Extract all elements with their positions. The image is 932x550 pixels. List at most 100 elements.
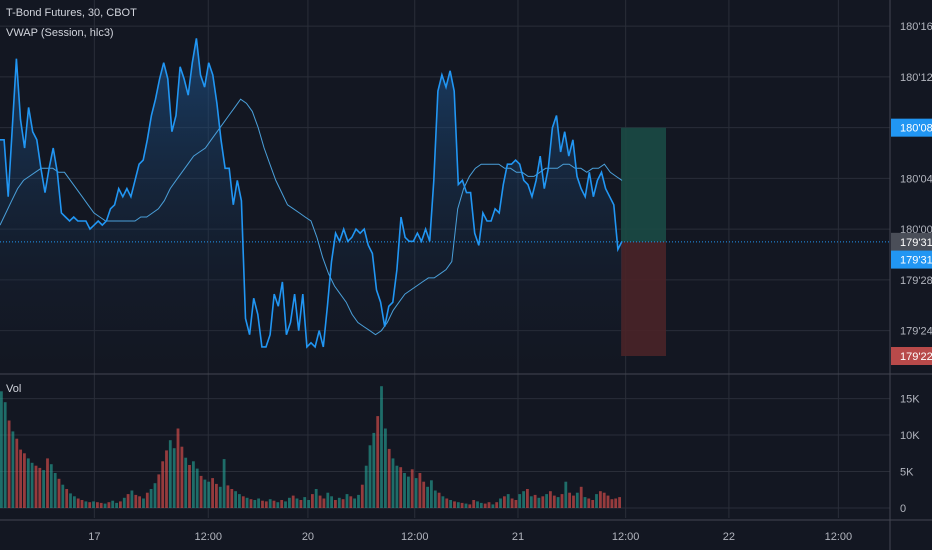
volume-bar-13 (49, 464, 53, 508)
volume-bar-17 (65, 489, 69, 508)
volume-bar-121 (464, 503, 468, 508)
volume-bar-62 (238, 494, 241, 508)
volume-bar-72 (276, 502, 280, 508)
volume-bar-129 (495, 502, 499, 508)
volume-bar-88 (337, 497, 341, 508)
volume-bar-153 (587, 498, 591, 508)
volume-bar-102 (391, 458, 395, 508)
volume-bar-47 (180, 446, 184, 508)
volume-bar-110 (422, 481, 426, 508)
volume-bar-112 (430, 480, 433, 508)
volume-bars (0, 386, 621, 508)
volume-bar-124 (476, 501, 479, 508)
volume-tick-2: 5K (900, 467, 914, 479)
volume-bar-23 (88, 502, 92, 508)
price-area-fill (0, 38, 622, 373)
volume-bar-144 (552, 495, 556, 508)
volume-bar-83 (318, 495, 322, 508)
volume-bar-44 (168, 440, 172, 508)
price-badge-bg-0 (891, 118, 932, 137)
symbol-title[interactable]: T-Bond Futures, 30, CBOT (6, 7, 137, 19)
volume-axis-ticks: 15K 10K 5K 0 (900, 394, 920, 515)
volume-bar-37 (142, 498, 145, 508)
price-badge-bg-1 (891, 232, 932, 251)
volume-pane-label[interactable]: Vol (6, 383, 22, 395)
volume-bar-105 (403, 473, 406, 508)
volume-bar-26 (99, 502, 103, 508)
stop-zone[interactable] (621, 241, 666, 356)
vwap-line (0, 98, 623, 336)
volume-bar-101 (387, 448, 391, 508)
price-badge-bg-3 (891, 347, 932, 365)
volume-bar-42 (161, 461, 165, 508)
target-zone[interactable] (621, 127, 666, 242)
volume-bar-104 (399, 467, 403, 508)
volume-bar-100 (384, 428, 387, 508)
volume-bar-116 (445, 498, 449, 508)
volume-bar-143 (549, 491, 552, 508)
volume-bar-150 (575, 492, 579, 508)
volume-bar-89 (341, 499, 345, 508)
volume-bar-39 (149, 489, 153, 508)
price-badge-label-3: 179'22 (900, 351, 932, 363)
volume-bar-68 (261, 500, 264, 508)
volume-bar-35 (134, 494, 138, 508)
volume-bar-97 (372, 432, 376, 508)
volume-bar-119 (456, 502, 460, 508)
volume-bar-154 (591, 500, 595, 508)
price-axis-badges: 180'08 179'31 179'31 179'22 (891, 118, 932, 365)
volume-bar-22 (84, 501, 88, 508)
volume-bar-155 (595, 494, 598, 508)
volume-bar-146 (560, 494, 564, 508)
volume-bar-58 (222, 459, 226, 508)
volume-bar-141 (541, 496, 545, 508)
volume-bar-151 (579, 486, 583, 508)
volume-bar-156 (599, 491, 602, 508)
volume-bar-74 (284, 501, 287, 508)
time-axis-ticks[interactable]: 17 12:00 20 12:00 21 12:00 22 12:00 (88, 531, 852, 543)
time-tick-1: 12:00 (194, 531, 222, 543)
volume-bar-145 (556, 497, 560, 508)
price-badge-label-2: 179'31 (900, 255, 932, 267)
volume-bar-33 (126, 494, 130, 508)
volume-bar-43 (165, 450, 168, 508)
volume-bar-59 (226, 485, 230, 508)
price-tick-3: 180'04 (900, 173, 932, 185)
volume-bar-10 (38, 467, 42, 508)
price-badge-bg-2 (891, 250, 932, 269)
volume-bar-122 (468, 504, 472, 508)
volume-bar-79 (303, 497, 307, 508)
volume-bar-82 (314, 489, 318, 508)
vwap-indicator-label[interactable]: VWAP (Session, hlc3) (6, 27, 114, 39)
price-tick-0: 180'16 (900, 21, 932, 33)
volume-bar-52 (199, 475, 203, 508)
volume-bar-85 (326, 492, 330, 508)
volume-bar-126 (483, 503, 487, 508)
volume-bar-12 (46, 458, 49, 508)
volume-bar-28 (107, 502, 111, 508)
volume-bar-34 (130, 490, 134, 508)
volume-bar-139 (533, 494, 537, 508)
volume-bar-65 (249, 499, 253, 508)
volume-bar-54 (207, 481, 211, 508)
volume-bar-117 (449, 500, 452, 508)
price-area (0, 38, 622, 373)
volume-bar-69 (264, 501, 268, 508)
volume-bar-114 (437, 492, 441, 508)
volume-bar-9 (34, 465, 38, 508)
volume-bar-14 (53, 473, 57, 508)
volume-bar-148 (568, 492, 571, 508)
volume-bar-24 (92, 501, 95, 508)
volume-bar-81 (311, 494, 314, 508)
volume-bar-61 (234, 491, 237, 508)
volume-bar-138 (529, 496, 533, 508)
position-tool[interactable] (621, 127, 666, 356)
volume-bar-95 (364, 465, 368, 508)
volume-bar-63 (241, 496, 245, 508)
volume-bar-67 (257, 498, 260, 508)
volume-tick-0: 15K (900, 394, 920, 406)
volume-bar-118 (453, 501, 456, 508)
volume-bar-45 (172, 448, 176, 508)
